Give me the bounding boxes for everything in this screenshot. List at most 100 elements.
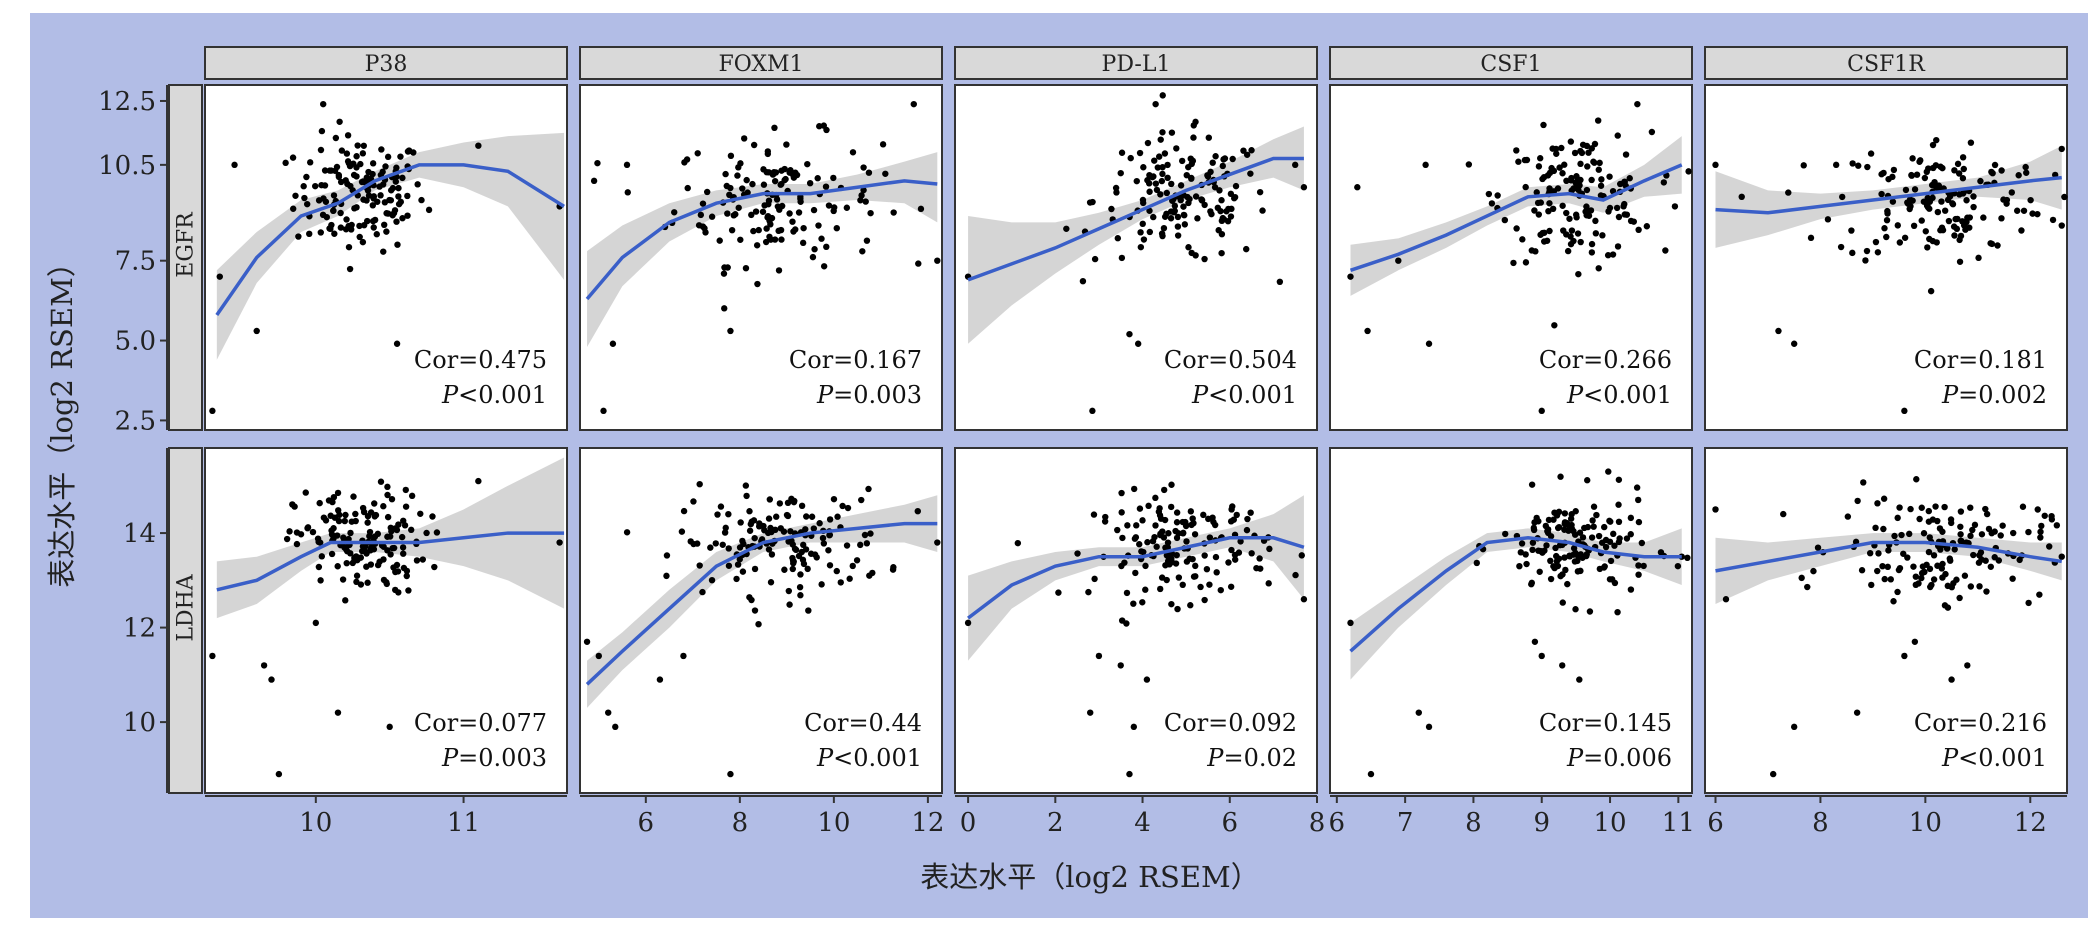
data-point xyxy=(1522,551,1529,558)
data-point xyxy=(1594,117,1602,124)
correlation-label: Cor=0.475 xyxy=(414,346,547,374)
data-point xyxy=(377,478,385,485)
data-point xyxy=(1502,530,1509,538)
data-point xyxy=(1118,149,1126,156)
data-point xyxy=(1152,522,1159,529)
data-point xyxy=(1814,544,1822,551)
data-point xyxy=(1243,526,1251,534)
data-point xyxy=(1635,562,1642,569)
data-point xyxy=(1991,161,1999,169)
data-point xyxy=(1126,330,1133,338)
data-point xyxy=(816,520,823,527)
data-point xyxy=(1146,207,1153,214)
data-point xyxy=(1918,504,1925,511)
data-point xyxy=(1144,139,1152,147)
data-point xyxy=(818,581,825,588)
data-point xyxy=(343,150,351,157)
data-point xyxy=(825,547,832,554)
data-point xyxy=(1157,530,1164,538)
data-point xyxy=(1920,530,1928,537)
data-point xyxy=(1142,586,1149,593)
data-point xyxy=(317,577,324,584)
fit-line xyxy=(1715,175,2062,215)
data-point xyxy=(694,150,701,157)
data-point xyxy=(1232,182,1240,190)
data-point xyxy=(1896,239,1904,246)
data-point xyxy=(2061,193,2068,201)
data-point xyxy=(1938,198,1945,205)
data-point xyxy=(702,229,709,236)
data-point xyxy=(1912,573,1920,580)
data-point xyxy=(363,563,370,570)
data-point xyxy=(1638,539,1646,547)
data-point xyxy=(374,530,382,538)
data-point xyxy=(1576,529,1584,536)
data-point xyxy=(344,132,352,139)
data-point xyxy=(799,239,807,247)
y-axis-title: 表达水平（log2 RSEM） xyxy=(45,248,79,588)
data-point xyxy=(1561,554,1568,561)
data-point xyxy=(1596,565,1604,573)
data-point xyxy=(1538,407,1545,415)
data-point xyxy=(1987,563,1995,570)
data-point xyxy=(822,183,830,190)
data-point xyxy=(1114,526,1121,534)
data-point xyxy=(1175,574,1183,581)
data-point xyxy=(1117,662,1124,669)
data-point xyxy=(797,198,804,205)
data-point xyxy=(1185,244,1192,251)
data-point xyxy=(369,160,377,167)
data-point xyxy=(2058,145,2065,153)
data-point xyxy=(725,510,732,518)
data-point xyxy=(1574,230,1582,237)
data-point xyxy=(1192,573,1199,580)
data-point xyxy=(1298,552,1305,559)
data-point xyxy=(863,540,871,547)
data-point xyxy=(365,192,373,199)
data-point xyxy=(1890,166,1898,174)
data-point xyxy=(778,202,786,210)
data-point xyxy=(318,181,325,189)
data-point xyxy=(1567,240,1575,248)
data-point xyxy=(398,533,406,541)
data-point xyxy=(1994,242,2001,249)
data-point xyxy=(683,156,691,163)
data-point xyxy=(765,197,773,204)
data-point xyxy=(1522,259,1530,266)
data-point xyxy=(1227,213,1235,220)
x-tick-label: 6 xyxy=(1221,808,1238,838)
data-point xyxy=(1635,571,1642,578)
data-point xyxy=(1200,511,1207,519)
data-point xyxy=(418,196,425,204)
data-point xyxy=(1139,517,1146,524)
column-strip-csf1r xyxy=(1704,46,2068,80)
data-point xyxy=(722,170,729,178)
data-point xyxy=(1564,247,1572,255)
data-point xyxy=(739,568,747,575)
data-point xyxy=(383,580,391,588)
data-point xyxy=(1247,509,1254,516)
data-point xyxy=(1949,200,1956,207)
data-point xyxy=(2016,556,2023,564)
data-point xyxy=(663,552,671,559)
data-point xyxy=(332,134,340,142)
data-point xyxy=(1513,225,1520,232)
data-point xyxy=(763,225,770,232)
data-point xyxy=(1231,556,1239,563)
data-point xyxy=(800,224,807,232)
data-point xyxy=(370,195,377,202)
data-point xyxy=(1946,555,1953,562)
data-point xyxy=(1538,652,1545,660)
data-point xyxy=(1559,202,1566,209)
data-point xyxy=(740,135,748,142)
data-point xyxy=(1575,186,1582,194)
data-point xyxy=(742,264,750,272)
data-point xyxy=(1180,211,1188,219)
data-point xyxy=(1227,190,1235,198)
data-point xyxy=(1545,516,1553,524)
data-point xyxy=(401,522,409,529)
data-point xyxy=(475,142,482,149)
data-point xyxy=(1171,207,1178,215)
data-point xyxy=(1292,571,1299,579)
data-point xyxy=(766,496,774,503)
